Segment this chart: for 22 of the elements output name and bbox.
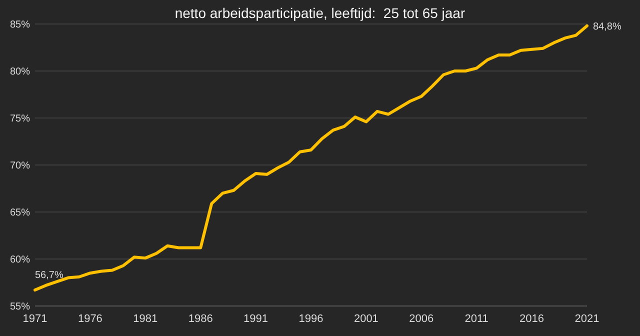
x-tick-label: 2016 xyxy=(520,313,544,325)
x-tick-label: 2011 xyxy=(464,313,488,325)
x-tick-label: 1971 xyxy=(22,313,48,325)
data-label: 56,7% xyxy=(35,270,64,282)
x-tick-label: 2006 xyxy=(409,313,434,325)
x-tick-label: 1981 xyxy=(133,313,158,325)
x-tick-label: 1996 xyxy=(298,313,324,325)
line-series xyxy=(34,24,588,292)
x-tick-label: 1976 xyxy=(78,313,102,325)
y-tick-label: 75% xyxy=(10,114,30,124)
x-tick-label: 2021 xyxy=(574,313,600,325)
y-tick-label: 80% xyxy=(10,66,30,78)
y-tick-label: 65% xyxy=(10,208,30,218)
x-tick-label: 1991 xyxy=(244,313,268,325)
y-tick-label: 55% xyxy=(10,302,30,312)
y-tick-label: 60% xyxy=(10,254,30,266)
y-tick-label: 85% xyxy=(10,20,30,30)
chart-title: netto arbeidsparticipatie, leeftijd: 25 tot 65 jaar xyxy=(174,5,466,21)
x-tick-label: 2001 xyxy=(354,313,378,325)
x-tick-label: 1986 xyxy=(188,313,213,325)
data-label: 84,8% xyxy=(593,21,622,32)
y-tick-label: 70% xyxy=(10,160,30,172)
